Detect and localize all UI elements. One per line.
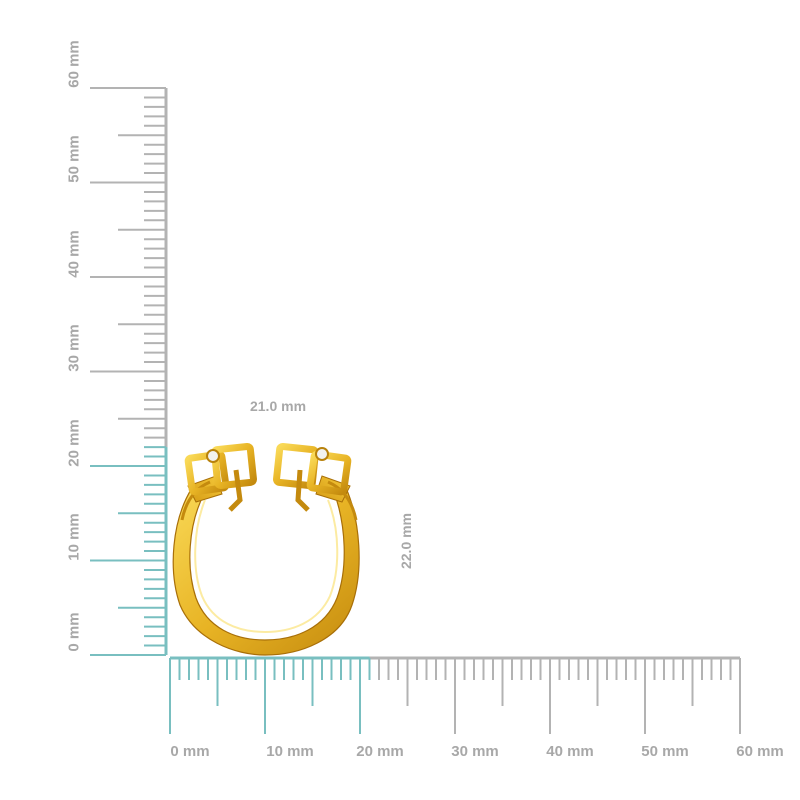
- x-label-0: 0 mm: [170, 743, 210, 760]
- ring-right-motif: [273, 443, 352, 512]
- y-label-60: 60 mm: [65, 40, 83, 88]
- ring-left-motif: [184, 443, 257, 512]
- x-label-60: 60 mm: [736, 743, 784, 760]
- x-label-40: 40 mm: [546, 743, 594, 760]
- x-label-10: 10 mm: [266, 743, 314, 760]
- y-label-50: 50 mm: [65, 135, 83, 183]
- y-label-20: 20 mm: [65, 419, 83, 467]
- x-ruler: [169, 656, 741, 734]
- width-dimension-label: 21.0 mm: [249, 398, 307, 414]
- x-label-50: 50 mm: [641, 743, 689, 760]
- x-label-20: 20 mm: [356, 743, 404, 760]
- y-label-40: 40 mm: [65, 230, 83, 278]
- height-dimension-label: 22.0 mm: [398, 512, 414, 570]
- y-label-10: 10 mm: [65, 513, 83, 561]
- y-label-30: 30 mm: [65, 324, 83, 372]
- x-label-30: 30 mm: [451, 743, 499, 760]
- y-label-0: 0 mm: [65, 612, 83, 652]
- ring-band: [172, 475, 360, 656]
- y-ruler: [90, 87, 168, 656]
